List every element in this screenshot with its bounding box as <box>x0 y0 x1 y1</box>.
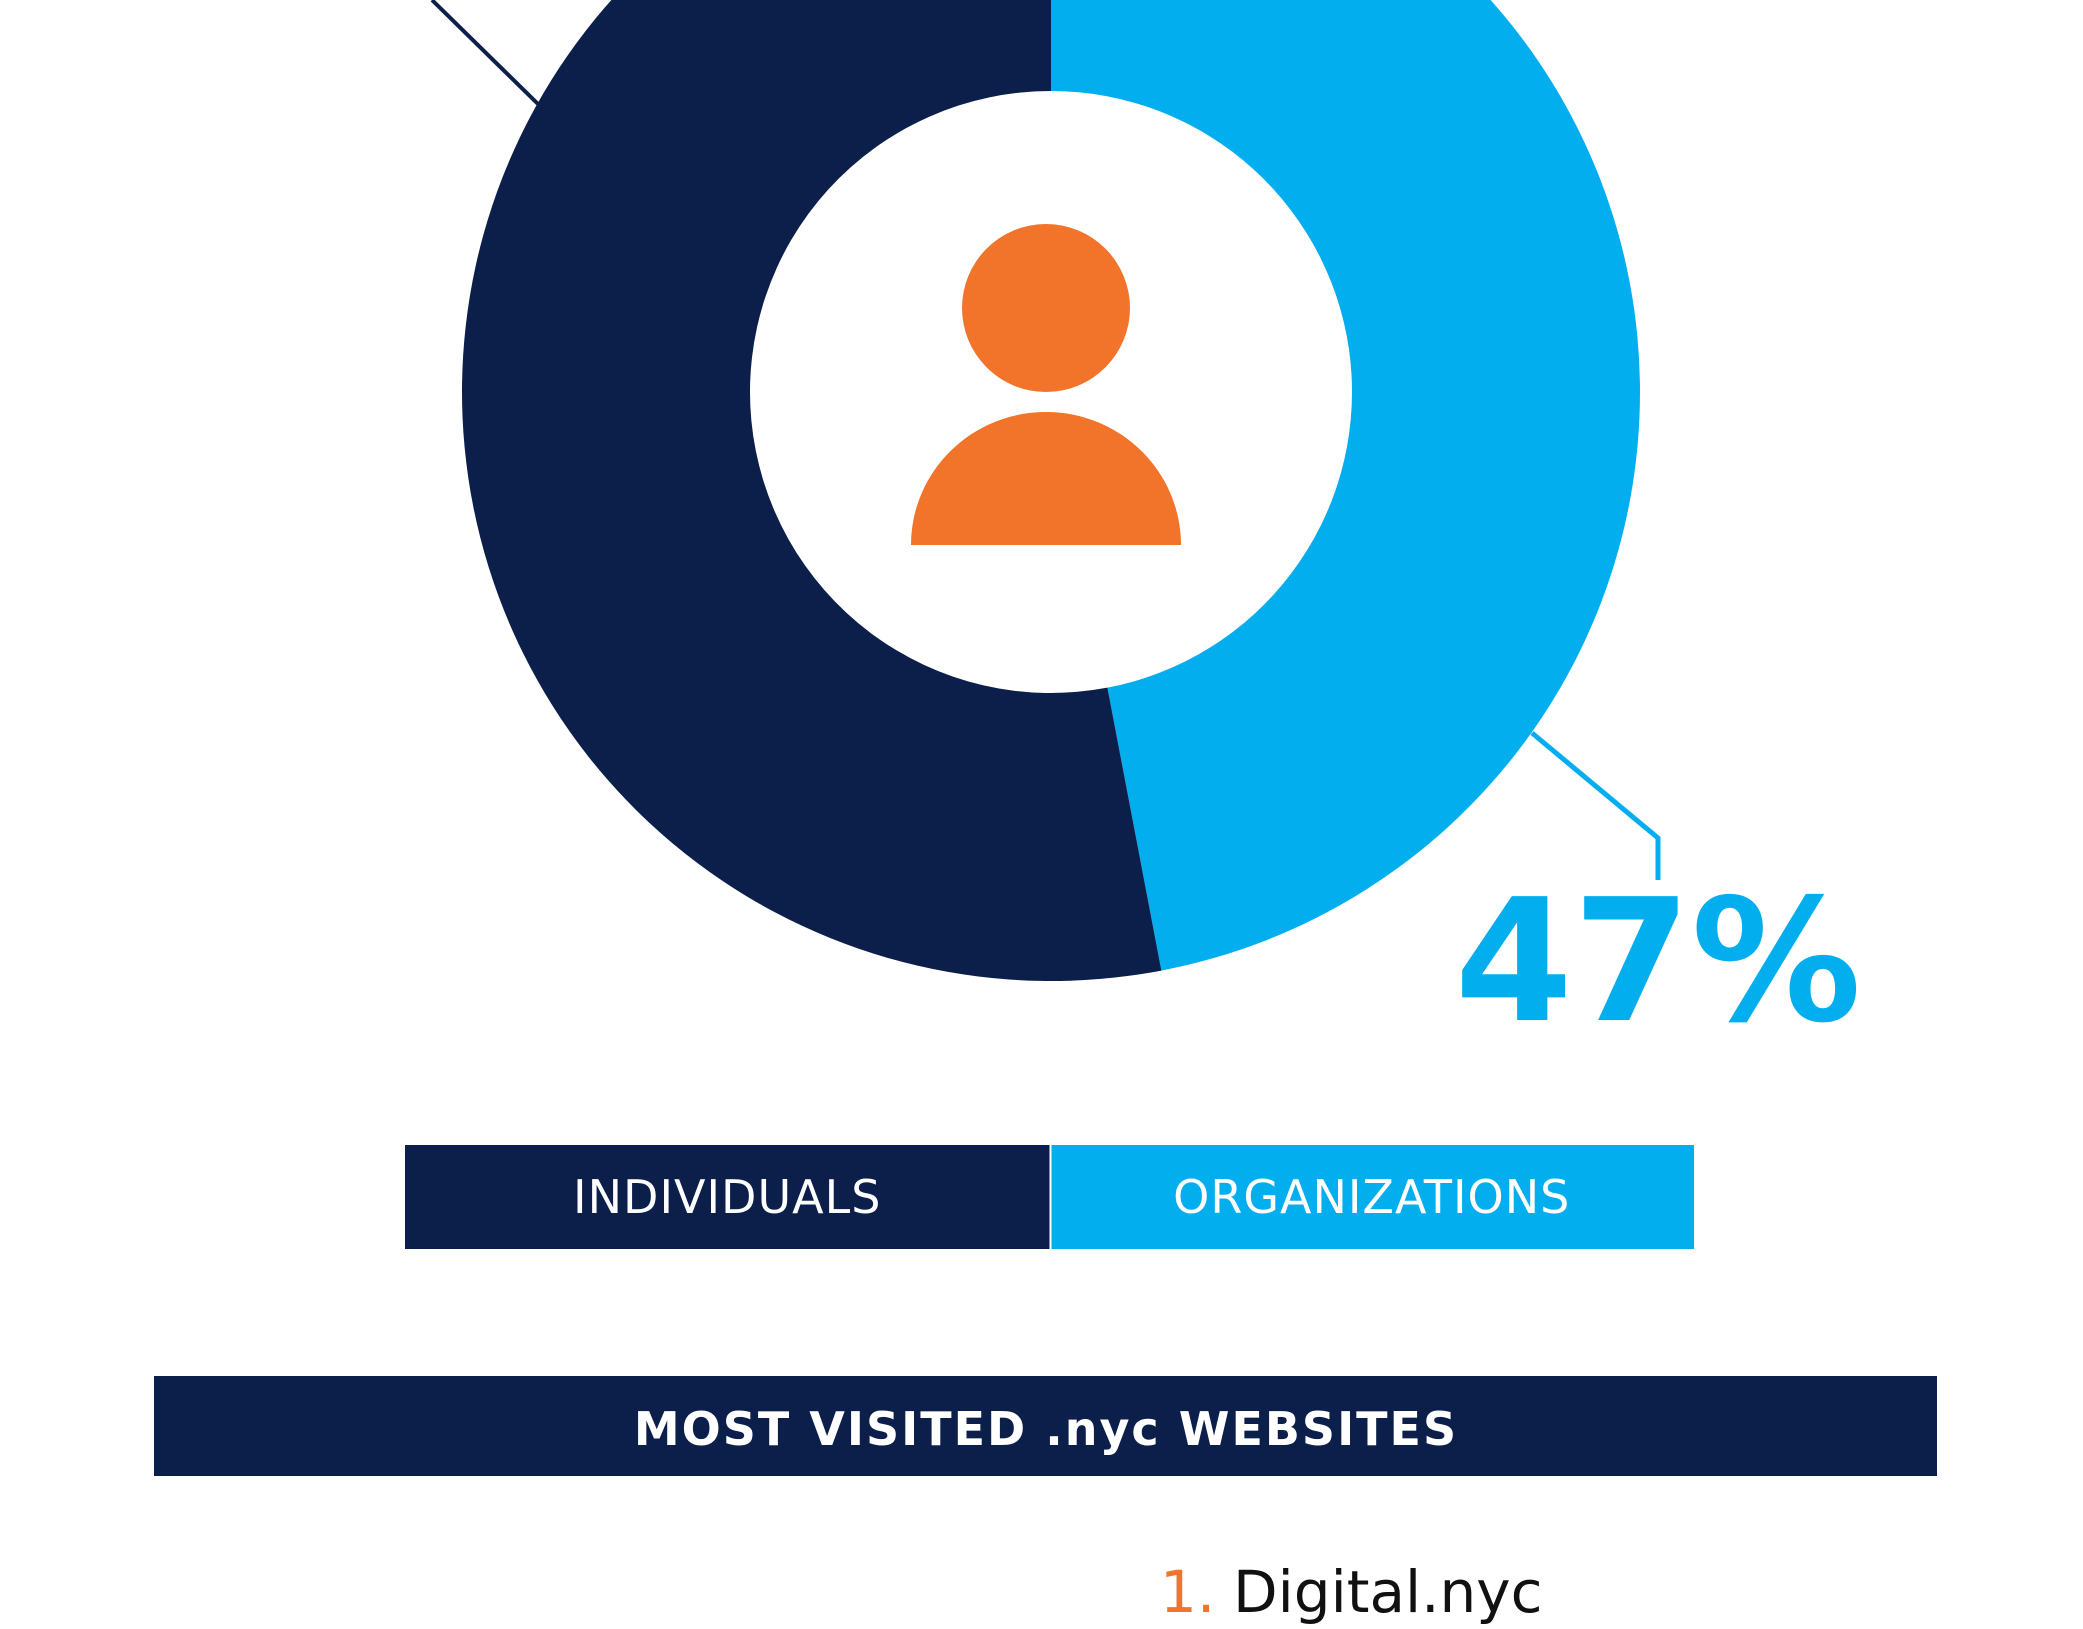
value-label: 47% <box>1455 863 1862 1061</box>
leader-line <box>430 0 540 106</box>
legend-swatch <box>1051 1145 1694 1249</box>
list-rank: 1. <box>1160 1558 1215 1626</box>
donut-segment <box>1051 0 1640 971</box>
banner <box>154 1376 1937 1476</box>
legend-swatch <box>405 1145 1050 1249</box>
person-icon-body <box>911 412 1181 545</box>
legend-label: ORGANIZATIONS <box>1173 1170 1570 1224</box>
person-icon-head <box>962 224 1130 392</box>
legend-label: INDIVIDUALS <box>573 1170 881 1224</box>
legend: INDIVIDUALS ORGANIZATIONS <box>405 1145 1694 1249</box>
leader-line <box>1530 731 1661 880</box>
donut-segment <box>462 0 1162 981</box>
section-title: MOST VISITED .nyc WEBSITES <box>634 1402 1458 1456</box>
list-item: Digital.nyc <box>1233 1558 1543 1626</box>
donut-chart: 47% <box>462 0 1861 1061</box>
